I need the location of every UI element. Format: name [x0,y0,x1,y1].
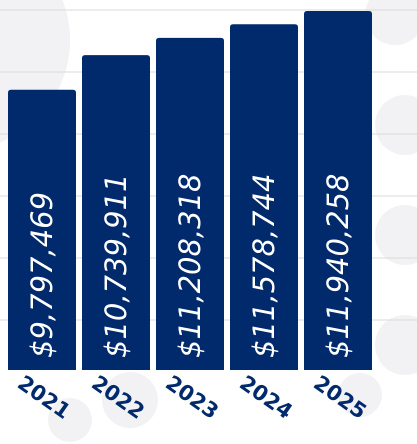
tick-label-2025: 2025 [309,371,371,424]
bar-2024 [230,24,298,370]
tick-label-2021: 2021 [13,371,75,424]
value-labels: $9,797,469 $10,739,911 $11,208,318 $11,578,… [25,174,355,359]
tick-label-2023: 2023 [161,371,223,424]
data-label-2025: $11,940,258 [321,174,355,359]
bar-2025 [304,11,372,370]
x-axis-labels: 2021 2022 2023 2024 2025 [13,371,371,424]
data-label-2021: $9,797,469 [25,192,59,358]
tick-label-2024: 2024 [235,371,297,424]
bar-2021 [8,89,76,371]
data-label-2024: $11,578,744 [247,174,281,359]
tick-label-2022: 2022 [87,371,149,424]
bars [8,11,372,371]
data-label-2023: $11,208,318 [173,174,207,359]
bar-2023 [156,37,224,370]
data-label-2022: $10,739,911 [99,174,133,359]
bar-2022 [82,55,150,371]
